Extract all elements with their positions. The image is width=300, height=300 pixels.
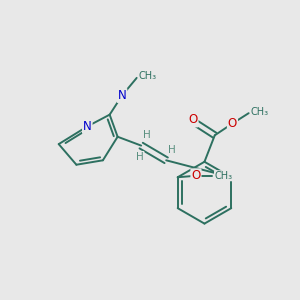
Text: H: H — [136, 152, 144, 162]
Text: N: N — [83, 120, 92, 133]
Text: O: O — [188, 113, 198, 127]
Text: CH₃: CH₃ — [138, 71, 156, 81]
Text: H: H — [168, 145, 176, 155]
Text: CH₃: CH₃ — [251, 107, 269, 117]
Text: O: O — [228, 117, 237, 130]
Text: O: O — [191, 169, 201, 182]
Text: CH₃: CH₃ — [214, 171, 232, 181]
Text: H: H — [142, 130, 150, 140]
Text: N: N — [118, 89, 126, 102]
